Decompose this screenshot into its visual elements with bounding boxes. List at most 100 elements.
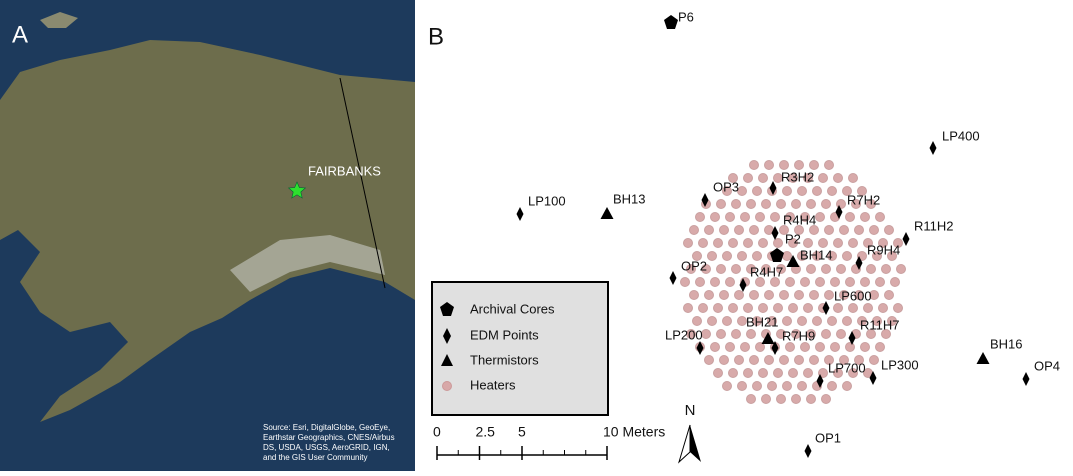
heater	[804, 369, 813, 378]
heater	[816, 213, 825, 222]
heater	[834, 239, 843, 248]
heater	[714, 304, 723, 313]
edm-point	[805, 444, 812, 458]
heater	[741, 343, 750, 352]
heater	[798, 187, 807, 196]
heater	[828, 382, 837, 391]
heater	[819, 174, 828, 183]
point-label: R3H2	[781, 169, 814, 184]
heater	[723, 382, 732, 391]
heater	[747, 395, 756, 404]
heater	[837, 200, 846, 209]
heater	[810, 161, 819, 170]
panel-a: FAIRBANKS A Source: Esri, DigitalGlobe, …	[0, 0, 415, 471]
edm-point	[1023, 372, 1030, 386]
heater	[849, 174, 858, 183]
point-label: R11H7	[860, 317, 900, 332]
heater	[744, 174, 753, 183]
point-label: P2	[785, 231, 801, 246]
heater	[702, 330, 711, 339]
heater	[705, 226, 714, 235]
source-line: and the GIS User Community	[263, 453, 367, 462]
heater	[717, 265, 726, 274]
point-label: LP300	[881, 357, 919, 372]
heater	[693, 317, 702, 326]
legend-label: Heaters	[470, 377, 516, 392]
heater	[747, 330, 756, 339]
heater	[726, 278, 735, 287]
heater	[843, 317, 852, 326]
point-label: P6	[678, 9, 694, 24]
arrow-half	[679, 425, 690, 462]
heater	[753, 252, 762, 261]
heater	[774, 369, 783, 378]
heater	[783, 382, 792, 391]
heater	[777, 395, 786, 404]
heater	[768, 382, 777, 391]
heater	[723, 317, 732, 326]
edm-point	[903, 232, 910, 246]
heater	[765, 356, 774, 365]
heater	[876, 278, 885, 287]
heater	[795, 291, 804, 300]
heater	[897, 265, 906, 274]
heater	[825, 291, 834, 300]
heater	[831, 278, 840, 287]
north-arrow: N	[679, 402, 701, 462]
heater	[759, 174, 768, 183]
heater	[891, 278, 900, 287]
point-label: R9H4	[867, 242, 900, 257]
heater	[690, 291, 699, 300]
heater	[885, 291, 894, 300]
heater	[720, 356, 729, 365]
heater	[864, 304, 873, 313]
heater	[735, 356, 744, 365]
heater	[786, 343, 795, 352]
point-label: LP600	[834, 288, 872, 303]
point-label: OP1	[815, 430, 841, 445]
heater	[720, 226, 729, 235]
heater	[774, 239, 783, 248]
source-line: DS, USDA, USGS, AeroGRID, IGN,	[263, 443, 390, 452]
point-label: BH16	[990, 336, 1023, 351]
heater	[786, 278, 795, 287]
panel-label: B	[428, 23, 444, 50]
panel-label: A	[12, 21, 28, 48]
heater	[738, 382, 747, 391]
heater	[876, 343, 885, 352]
heater	[729, 239, 738, 248]
heater	[774, 304, 783, 313]
heater	[819, 239, 828, 248]
heater	[876, 213, 885, 222]
heater	[885, 226, 894, 235]
heater	[711, 213, 720, 222]
heater	[825, 226, 834, 235]
point-label: LP100	[528, 193, 566, 208]
heater	[756, 213, 765, 222]
heater	[843, 382, 852, 391]
heater	[711, 278, 720, 287]
heater	[684, 304, 693, 313]
heater	[810, 356, 819, 365]
scale-label: 2.5	[476, 424, 496, 440]
heater	[723, 252, 732, 261]
heater	[699, 304, 708, 313]
heater	[822, 395, 831, 404]
heater	[714, 239, 723, 248]
heater	[849, 239, 858, 248]
legend-heater	[443, 382, 452, 391]
heater	[837, 265, 846, 274]
heater	[699, 239, 708, 248]
heater	[798, 317, 807, 326]
heater	[783, 317, 792, 326]
point-label: OP3	[713, 179, 739, 194]
heater	[789, 304, 798, 313]
heater	[783, 252, 792, 261]
heater	[765, 161, 774, 170]
heater	[720, 291, 729, 300]
heater	[792, 395, 801, 404]
heater	[843, 252, 852, 261]
heater	[717, 200, 726, 209]
heater	[795, 356, 804, 365]
